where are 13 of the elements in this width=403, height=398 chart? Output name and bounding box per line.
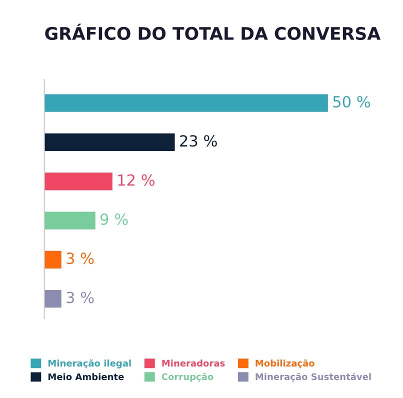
data-label: 3 % [66,292,94,304]
legend-label: Mineração Sustentável [256,372,371,382]
data-label: 9 % [100,213,128,225]
legend-label: Mineradoras [162,360,225,367]
legend-label: Mineração ilegal [48,359,131,368]
data-label: 23 % [180,135,217,147]
legend-label: Meio Ambiente [48,373,124,380]
data-label: 3 % [66,252,94,264]
legend-label: Mobilização [256,359,314,368]
data-label: 12 % [118,174,155,186]
legend-label: Corrupção [162,372,214,382]
data-label: 50 % [333,96,370,108]
chart-title: GRÁFICO DO TOTAL DA CONVERSA [45,24,381,40]
